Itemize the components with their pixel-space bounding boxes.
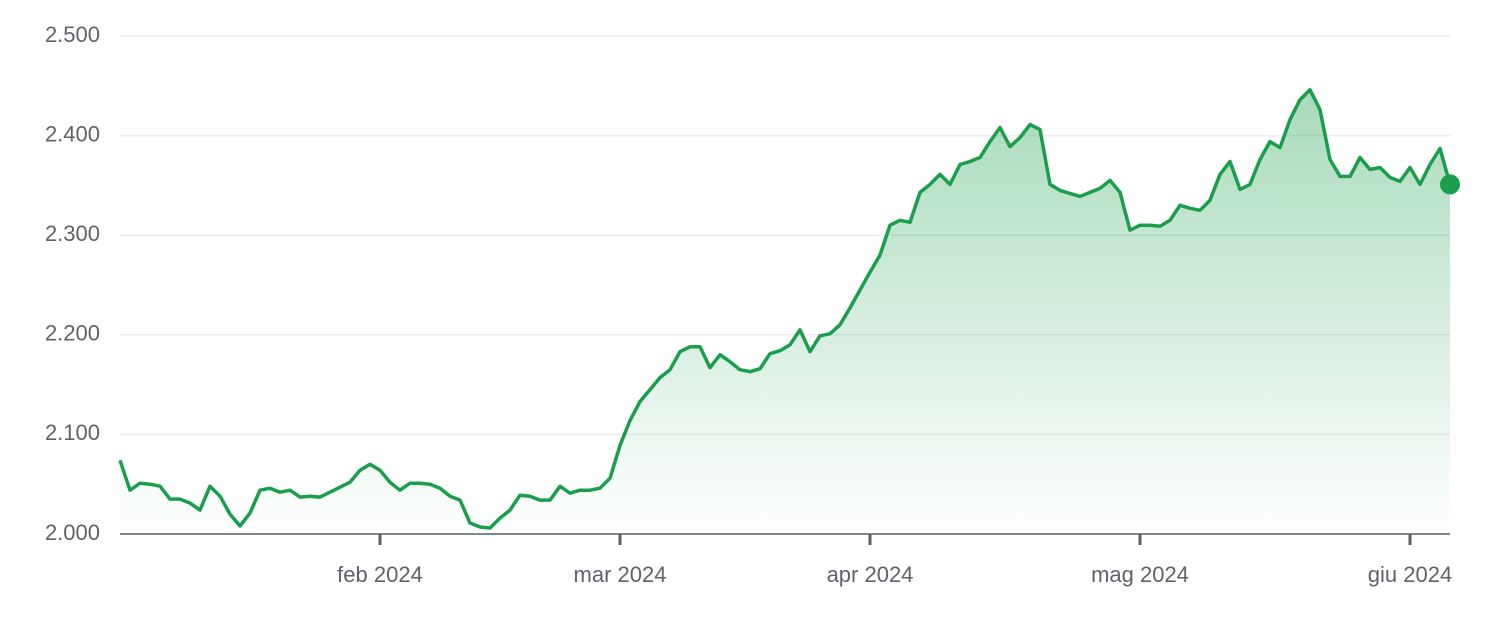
- area-fill: [120, 89, 1450, 535]
- x-tick-label: giu 2024: [1368, 562, 1452, 587]
- y-tick-label: 2.100: [45, 420, 100, 445]
- last-point: [1440, 174, 1460, 195]
- x-tick-label: mar 2024: [574, 562, 667, 587]
- y-tick-label: 2.400: [45, 121, 100, 146]
- x-tick-label: feb 2024: [337, 562, 423, 587]
- y-tick-label: 2.500: [45, 22, 100, 47]
- y-tick-label: 2.200: [45, 321, 100, 346]
- price-line: [118, 88, 1452, 530]
- y-tick-label: 2.000: [45, 520, 100, 545]
- x-tick-label: mag 2024: [1091, 562, 1189, 587]
- y-tick-label: 2.300: [45, 221, 100, 246]
- x-tick-label: apr 2024: [827, 562, 914, 587]
